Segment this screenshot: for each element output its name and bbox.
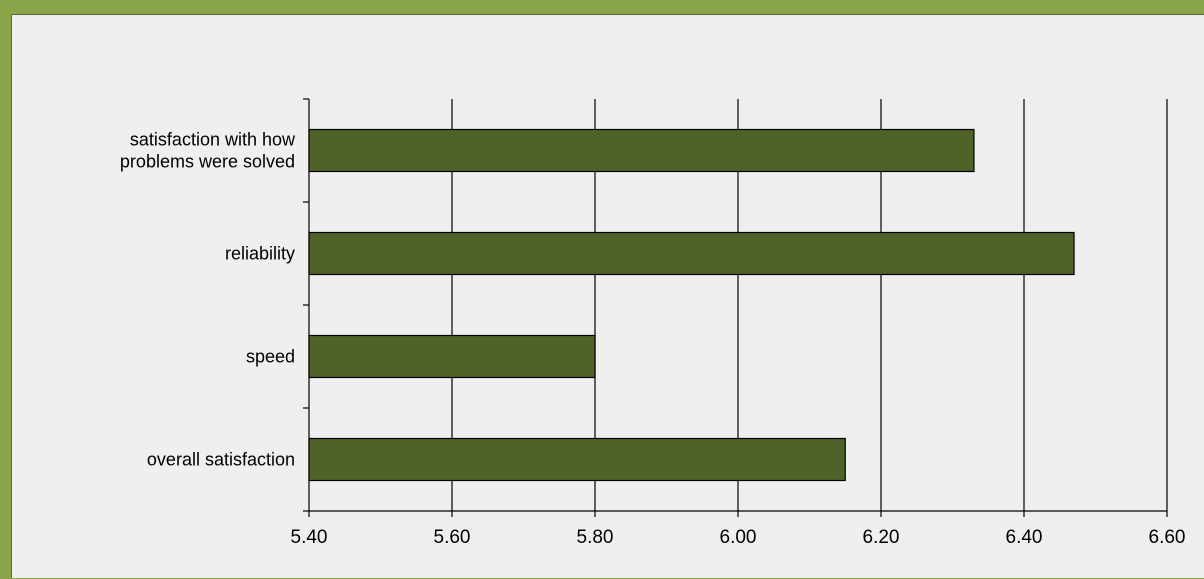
x-tick-label: 5.40	[291, 527, 328, 548]
category-label: problems were solved	[120, 152, 295, 172]
x-tick-label: 6.00	[720, 527, 757, 548]
x-tick-label: 6.60	[1149, 527, 1186, 548]
bar	[308, 231, 1075, 276]
chart-panel: satisfaction with how problems were solve…	[11, 14, 1204, 578]
bar	[308, 437, 846, 482]
category-label: reliability	[225, 244, 295, 264]
x-tick-label: 5.60	[434, 527, 471, 548]
category-label: satisfaction with how	[130, 130, 296, 150]
bar	[308, 334, 596, 379]
x-tick-label: 6.40	[1006, 527, 1043, 548]
x-tick-label: 6.20	[863, 527, 900, 548]
x-tick-label: 5.80	[577, 527, 614, 548]
category-label: overall satisfaction	[147, 450, 295, 470]
bar	[308, 128, 975, 173]
category-label: speed	[246, 347, 295, 367]
